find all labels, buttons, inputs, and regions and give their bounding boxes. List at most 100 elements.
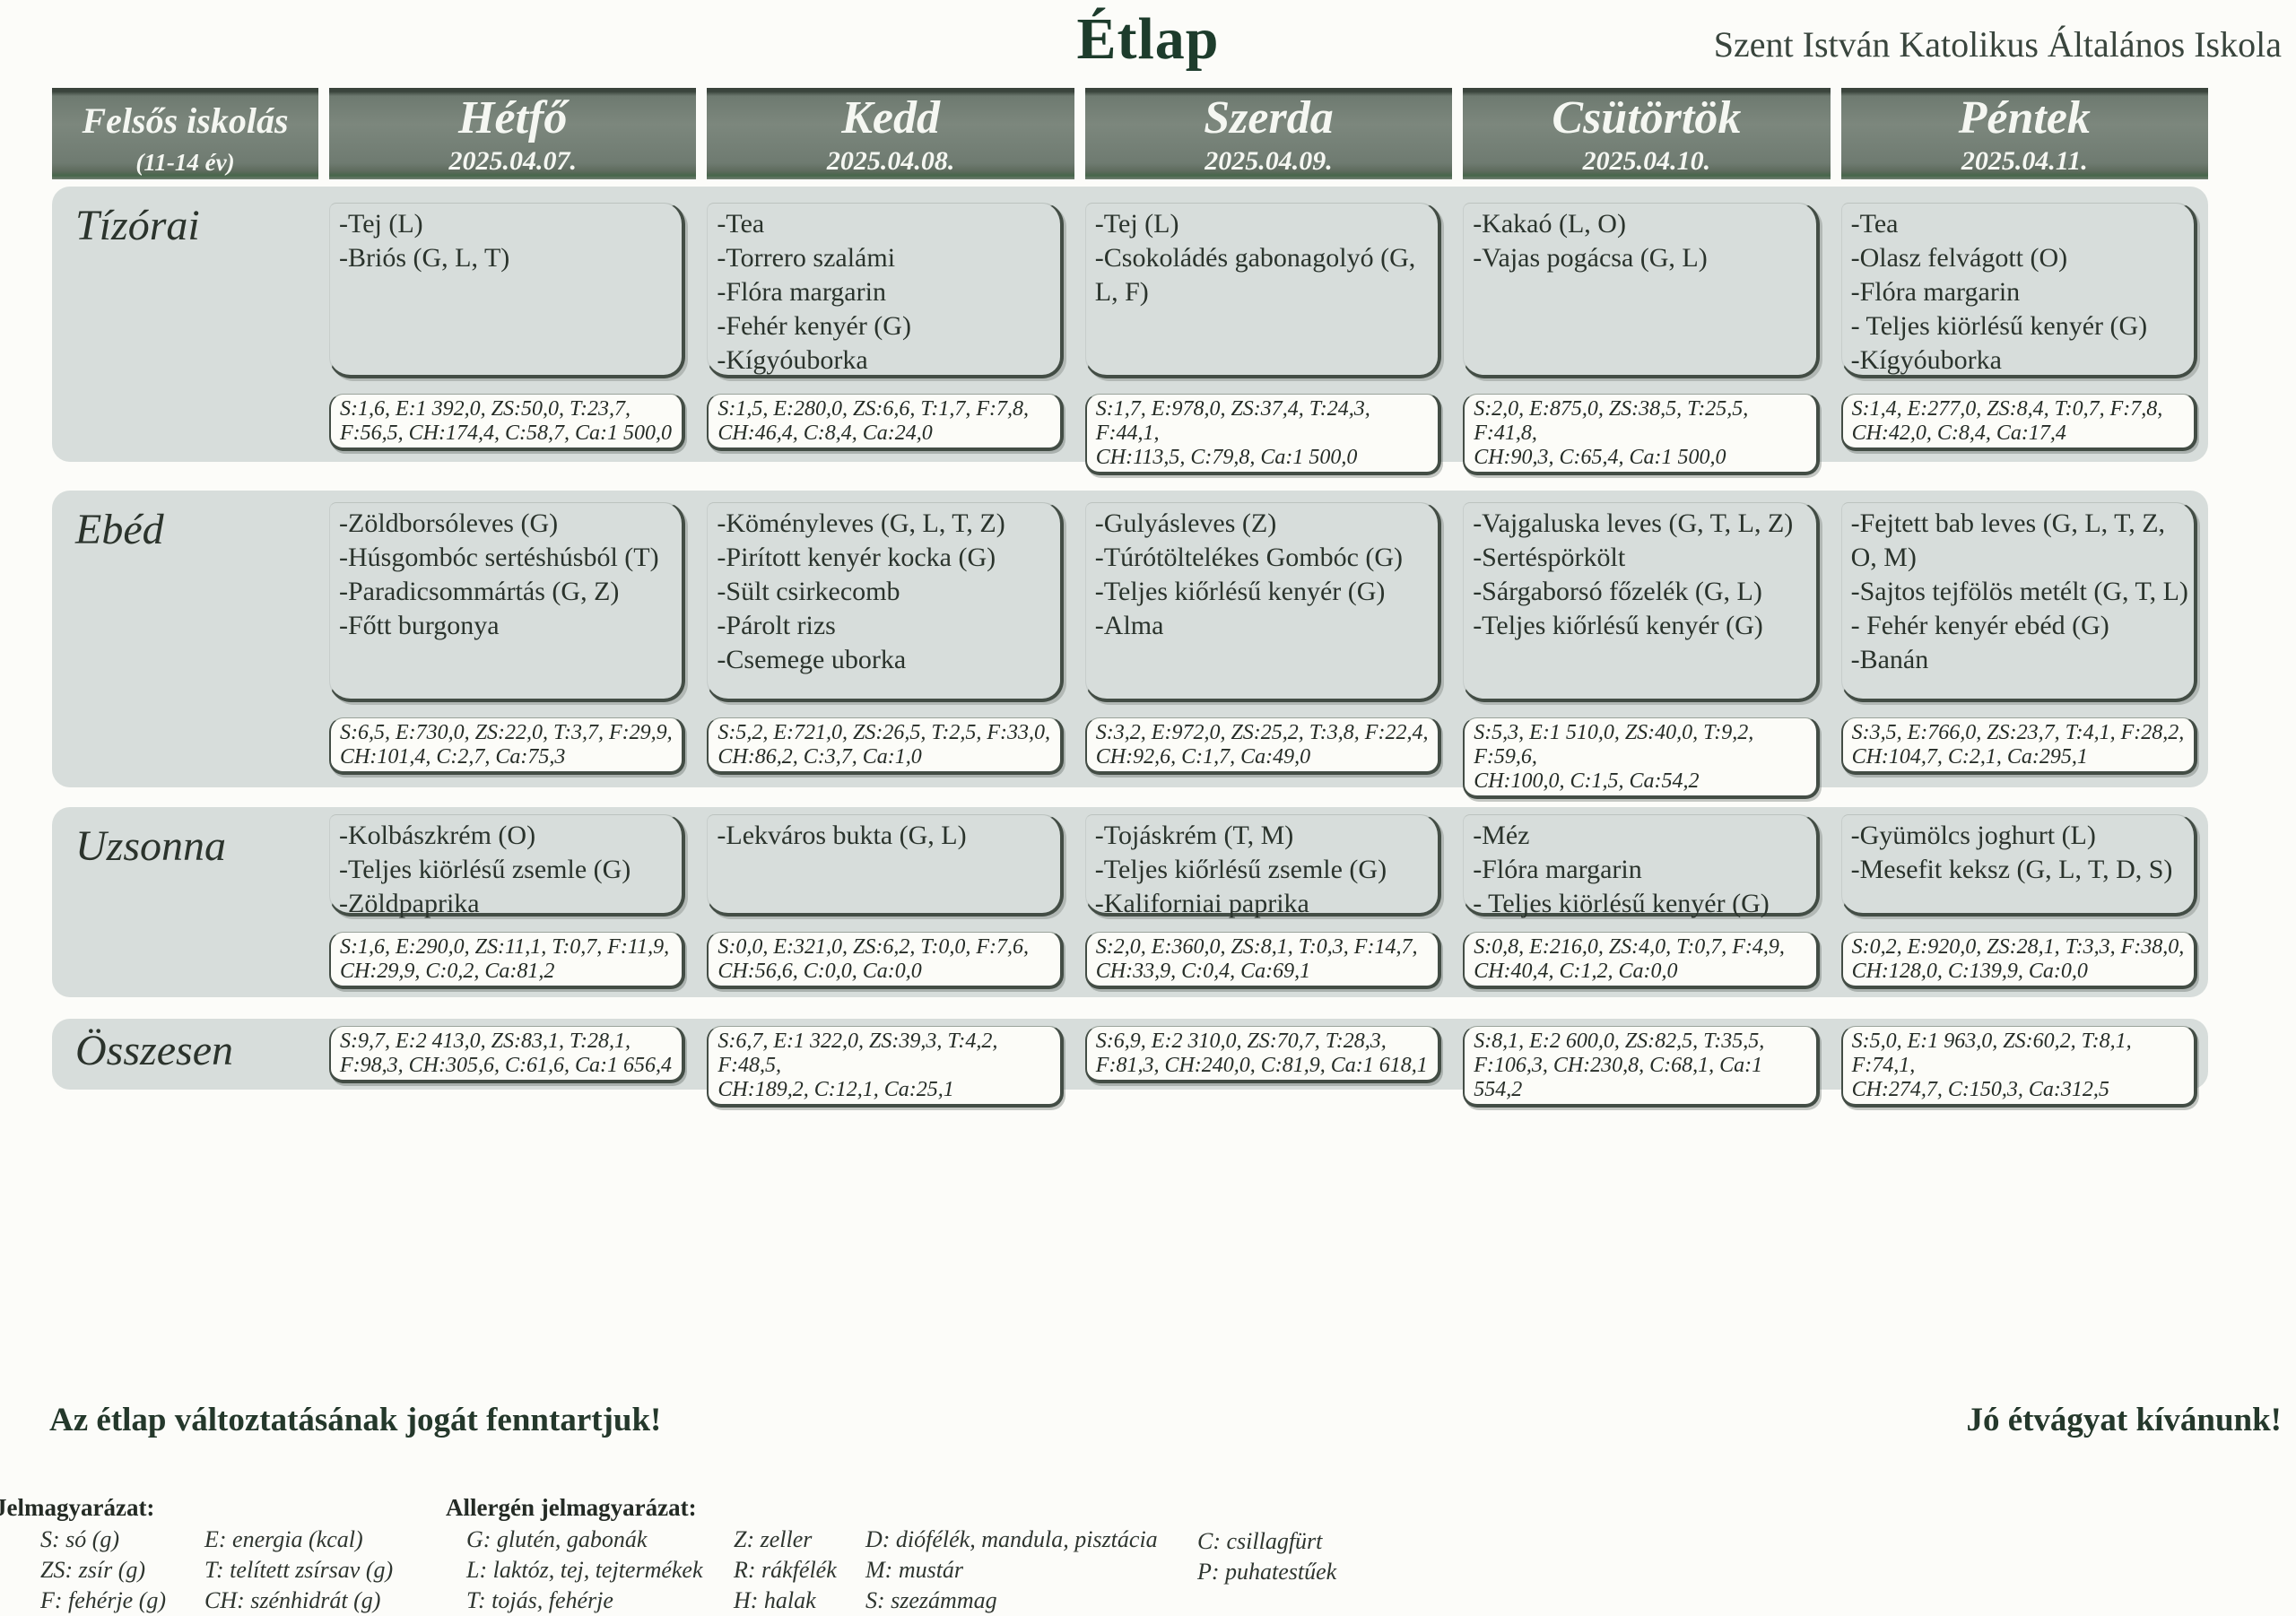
menu-items: -Köményleves (G, L, T, Z) -Pirított keny…	[717, 508, 1005, 674]
menu-items: -Gyümölcs joghurt (L) -Mesefit keksz (G,…	[1850, 821, 2173, 884]
nutrition-box: S:9,7, E:2 413,0, ZS:83,1, T:28,1, F:98,…	[329, 1026, 686, 1083]
menu-items: -Gulyásleves (Z) -Túrótöltelékes Gombóc …	[1094, 508, 1404, 640]
bon-appetit-notice: Jó étvágyat kívánunk!	[1966, 1402, 2282, 1438]
group-age: (11-14 év)	[135, 149, 235, 176]
menu-cell: -Gyümölcs joghurt (L) -Mesefit keksz (G,…	[1840, 807, 2208, 997]
day-name: Péntek	[1958, 92, 2091, 143]
day-date: 2025.04.11.	[1961, 146, 2088, 176]
menu-items-box: -Kakaó (L, O) -Vajas pogácsa (G, L)	[1463, 203, 1820, 378]
day-header-thursday: Csütörtök 2025.04.10.	[1463, 88, 1831, 179]
row-label: Uzsonna	[75, 822, 227, 870]
row-band-uzsonna: Uzsonna -Kolbászkrém (O) -Teljes kiörlés…	[52, 807, 2208, 997]
menu-items-box: -Köményleves (G, L, T, Z) -Pirított keny…	[707, 502, 1064, 702]
nutrition-box: S:5,0, E:1 963,0, ZS:60,2, T:8,1, F:74,1…	[1840, 1026, 2197, 1108]
day-header-monday: Hétfő 2025.04.07.	[329, 88, 697, 179]
menu-items-box: -Tej (L) -Briós (G, L, T)	[329, 203, 686, 378]
day-date: 2025.04.07.	[448, 146, 577, 176]
row-label: Ebéd	[75, 506, 164, 553]
menu-cell: -Tea -Olasz felvágott (O) -Flóra margari…	[1840, 187, 2208, 475]
allergen-legend-col-2: Z: zeller R: rákfélék H: halak	[734, 1526, 837, 1613]
nutrition-box: S:5,2, E:721,0, ZS:26,5, T:2,5, F:33,0, …	[707, 717, 1064, 775]
day-date: 2025.04.10.	[1582, 146, 1711, 176]
row-band-tizorai: Tízórai -Tej (L) -Briós (G, L, T) S:1,6,…	[52, 187, 2208, 475]
allergen-legend-col-3: D: diófélék, mandula, pisztácia M: mustá…	[865, 1526, 1158, 1613]
menu-items: -Tojáskrém (T, M) -Teljes kiőrlésű zseml…	[1094, 821, 1387, 918]
day-name: Csütörtök	[1552, 92, 1742, 143]
menu-items-box: -Lekváros bukta (G, L)	[707, 814, 1064, 917]
menu-items-box: -Kolbászkrém (O) -Teljes kiörlésű zsemle…	[329, 814, 686, 918]
menu-cell: -Zöldborsóleves (G) -Húsgombóc sertéshús…	[329, 491, 696, 799]
nutrition-box: S:8,1, E:2 600,0, ZS:82,5, T:35,5, F:106…	[1463, 1026, 1820, 1108]
row-band-osszesen: Összesen S:9,7, E:2 413,0, ZS:83,1, T:28…	[52, 1019, 2208, 1108]
menu-cell: -Tej (L) -Csokoládés gabonagolyó (G, L, …	[1084, 187, 1452, 475]
menu-items-box: -Gulyásleves (Z) -Túrótöltelékes Gombóc …	[1084, 502, 1442, 702]
row-band-ebed: Ebéd -Zöldborsóleves (G) -Húsgombóc sert…	[52, 491, 2208, 799]
page-title: Étlap	[1076, 6, 1220, 72]
nutrition-box: S:0,2, E:920,0, ZS:28,1, T:3,3, F:38,0, …	[1840, 932, 2197, 989]
nutrition-box: S:1,7, E:978,0, ZS:37,4, T:24,3, F:44,1,…	[1084, 394, 1442, 475]
nutrition-box: S:3,5, E:766,0, ZS:23,7, T:4,1, F:28,2, …	[1840, 717, 2197, 775]
day-header-wednesday: Szerda 2025.04.09.	[1084, 88, 1453, 179]
menu-items-box: -Tea -Torrero szalámi -Flóra margarin -F…	[707, 203, 1064, 378]
day-name: Kedd	[841, 92, 940, 143]
menu-items: -Tej (L) -Csokoládés gabonagolyó (G, L, …	[1094, 209, 1416, 307]
nutrition-box: S:3,2, E:972,0, ZS:25,2, T:3,8, F:22,4, …	[1084, 717, 1442, 775]
totals-cell: S:6,9, E:2 310,0, ZS:70,7, T:28,3, F:81,…	[1084, 1019, 1452, 1108]
menu-cell: -Gulyásleves (Z) -Túrótöltelékes Gombóc …	[1084, 491, 1452, 799]
nutrition-box: S:1,6, E:290,0, ZS:11,1, T:0,7, F:11,9, …	[329, 932, 686, 989]
nutrition-box: S:0,8, E:216,0, ZS:4,0, T:0,7, F:4,9, CH…	[1463, 932, 1820, 989]
allergen-legend-col-4: C: csillagfürt P: puhatestűek	[1197, 1528, 1337, 1585]
nutrition-box: S:1,6, E:1 392,0, ZS:50,0, T:23,7, F:56,…	[329, 394, 686, 451]
totals-cell: S:5,0, E:1 963,0, ZS:60,2, T:8,1, F:74,1…	[1840, 1019, 2208, 1108]
menu-items: -Fejtett bab leves (G, L, T, Z, O, M) -S…	[1850, 508, 2188, 674]
row-label: Tízórai	[75, 202, 200, 249]
menu-items: -Lekváros bukta (G, L)	[717, 821, 967, 850]
menu-items: -Méz -Flóra margarin - Teljes kiörlésű k…	[1473, 821, 1770, 918]
menu-cell: -Tej (L) -Briós (G, L, T) S:1,6, E:1 392…	[329, 187, 696, 475]
menu-cell: -Lekváros bukta (G, L) S:0,0, E:321,0, Z…	[707, 807, 1074, 997]
header-row: Felsős iskolás (11-14 év) Hétfő 2025.04.…	[52, 88, 2208, 179]
group-name: Felsős iskolás	[82, 100, 289, 141]
change-rights-notice: Az étlap változtatásának jogát fenntartj…	[49, 1402, 662, 1438]
day-header-friday: Péntek 2025.04.11.	[1840, 88, 2208, 179]
day-date: 2025.04.09.	[1205, 146, 1333, 176]
menu-items-box: -Fejtett bab leves (G, L, T, Z, O, M) -S…	[1840, 502, 2197, 702]
day-name: Hétfő	[458, 92, 568, 143]
menu-cell: -Kakaó (L, O) -Vajas pogácsa (G, L) S:2,…	[1463, 187, 1830, 475]
day-header-tuesday: Kedd 2025.04.08.	[707, 88, 1074, 179]
allergen-legend-title: Allergén jelmagyarázat:	[446, 1494, 697, 1521]
menu-items-box: -Tojáskrém (T, M) -Teljes kiőrlésű zseml…	[1084, 814, 1442, 918]
allergen-legend-col-1: G: glutén, gabonák L: laktóz, tej, tejte…	[466, 1526, 703, 1613]
nutrition-box: S:6,7, E:1 322,0, ZS:39,3, T:4,2, F:48,5…	[707, 1026, 1064, 1108]
nutrition-box: S:6,9, E:2 310,0, ZS:70,7, T:28,3, F:81,…	[1084, 1026, 1442, 1083]
group-header: Felsős iskolás (11-14 év)	[52, 88, 318, 179]
menu-items-box: -Méz -Flóra margarin - Teljes kiörlésű k…	[1463, 814, 1820, 918]
menu-table: Felsős iskolás (11-14 év) Hétfő 2025.04.…	[52, 88, 2208, 1108]
nutrient-legend-col-2: E: energia (kcal) T: telített zsírsav (g…	[204, 1526, 394, 1613]
day-date: 2025.04.08.	[826, 146, 955, 176]
menu-items: -Tea -Torrero szalámi -Flóra margarin -F…	[717, 209, 911, 375]
nutrition-box: S:2,0, E:875,0, ZS:38,5, T:25,5, F:41,8,…	[1463, 394, 1820, 475]
menu-cell: -Tea -Torrero szalámi -Flóra margarin -F…	[707, 187, 1074, 475]
menu-items: -Kakaó (L, O) -Vajas pogácsa (G, L)	[1473, 209, 1708, 273]
row-label: Összesen	[75, 1027, 233, 1074]
menu-items-box: -Zöldborsóleves (G) -Húsgombóc sertéshús…	[329, 502, 686, 702]
menu-cell: -Kolbászkrém (O) -Teljes kiörlésű zsemle…	[329, 807, 696, 997]
menu-items: -Vajgaluska leves (G, T, L, Z) -Sertéspö…	[1473, 508, 1794, 640]
nutrition-box: S:0,0, E:321,0, ZS:6,2, T:0,0, F:7,6, CH…	[707, 932, 1064, 989]
menu-items: -Tej (L) -Briós (G, L, T)	[339, 209, 510, 273]
menu-cell: -Fejtett bab leves (G, L, T, Z, O, M) -S…	[1840, 491, 2208, 799]
day-name: Szerda	[1204, 92, 1334, 143]
menu-items-box: -Tea -Olasz felvágott (O) -Flóra margari…	[1840, 203, 2197, 378]
totals-cell: S:9,7, E:2 413,0, ZS:83,1, T:28,1, F:98,…	[329, 1019, 696, 1108]
menu-items-box: -Gyümölcs joghurt (L) -Mesefit keksz (G,…	[1840, 814, 2197, 917]
nutrition-box: S:6,5, E:730,0, ZS:22,0, T:3,7, F:29,9, …	[329, 717, 686, 775]
menu-cell: -Vajgaluska leves (G, T, L, Z) -Sertéspö…	[1463, 491, 1830, 799]
menu-cell: -Köményleves (G, L, T, Z) -Pirított keny…	[707, 491, 1074, 799]
menu-cell: -Méz -Flóra margarin - Teljes kiörlésű k…	[1463, 807, 1830, 997]
totals-cell: S:8,1, E:2 600,0, ZS:82,5, T:35,5, F:106…	[1463, 1019, 1830, 1108]
legend-title: Jelmagyarázat:	[0, 1494, 155, 1521]
menu-cell: -Tojáskrém (T, M) -Teljes kiőrlésű zseml…	[1084, 807, 1452, 997]
menu-items: -Zöldborsóleves (G) -Húsgombóc sertéshús…	[339, 508, 659, 640]
